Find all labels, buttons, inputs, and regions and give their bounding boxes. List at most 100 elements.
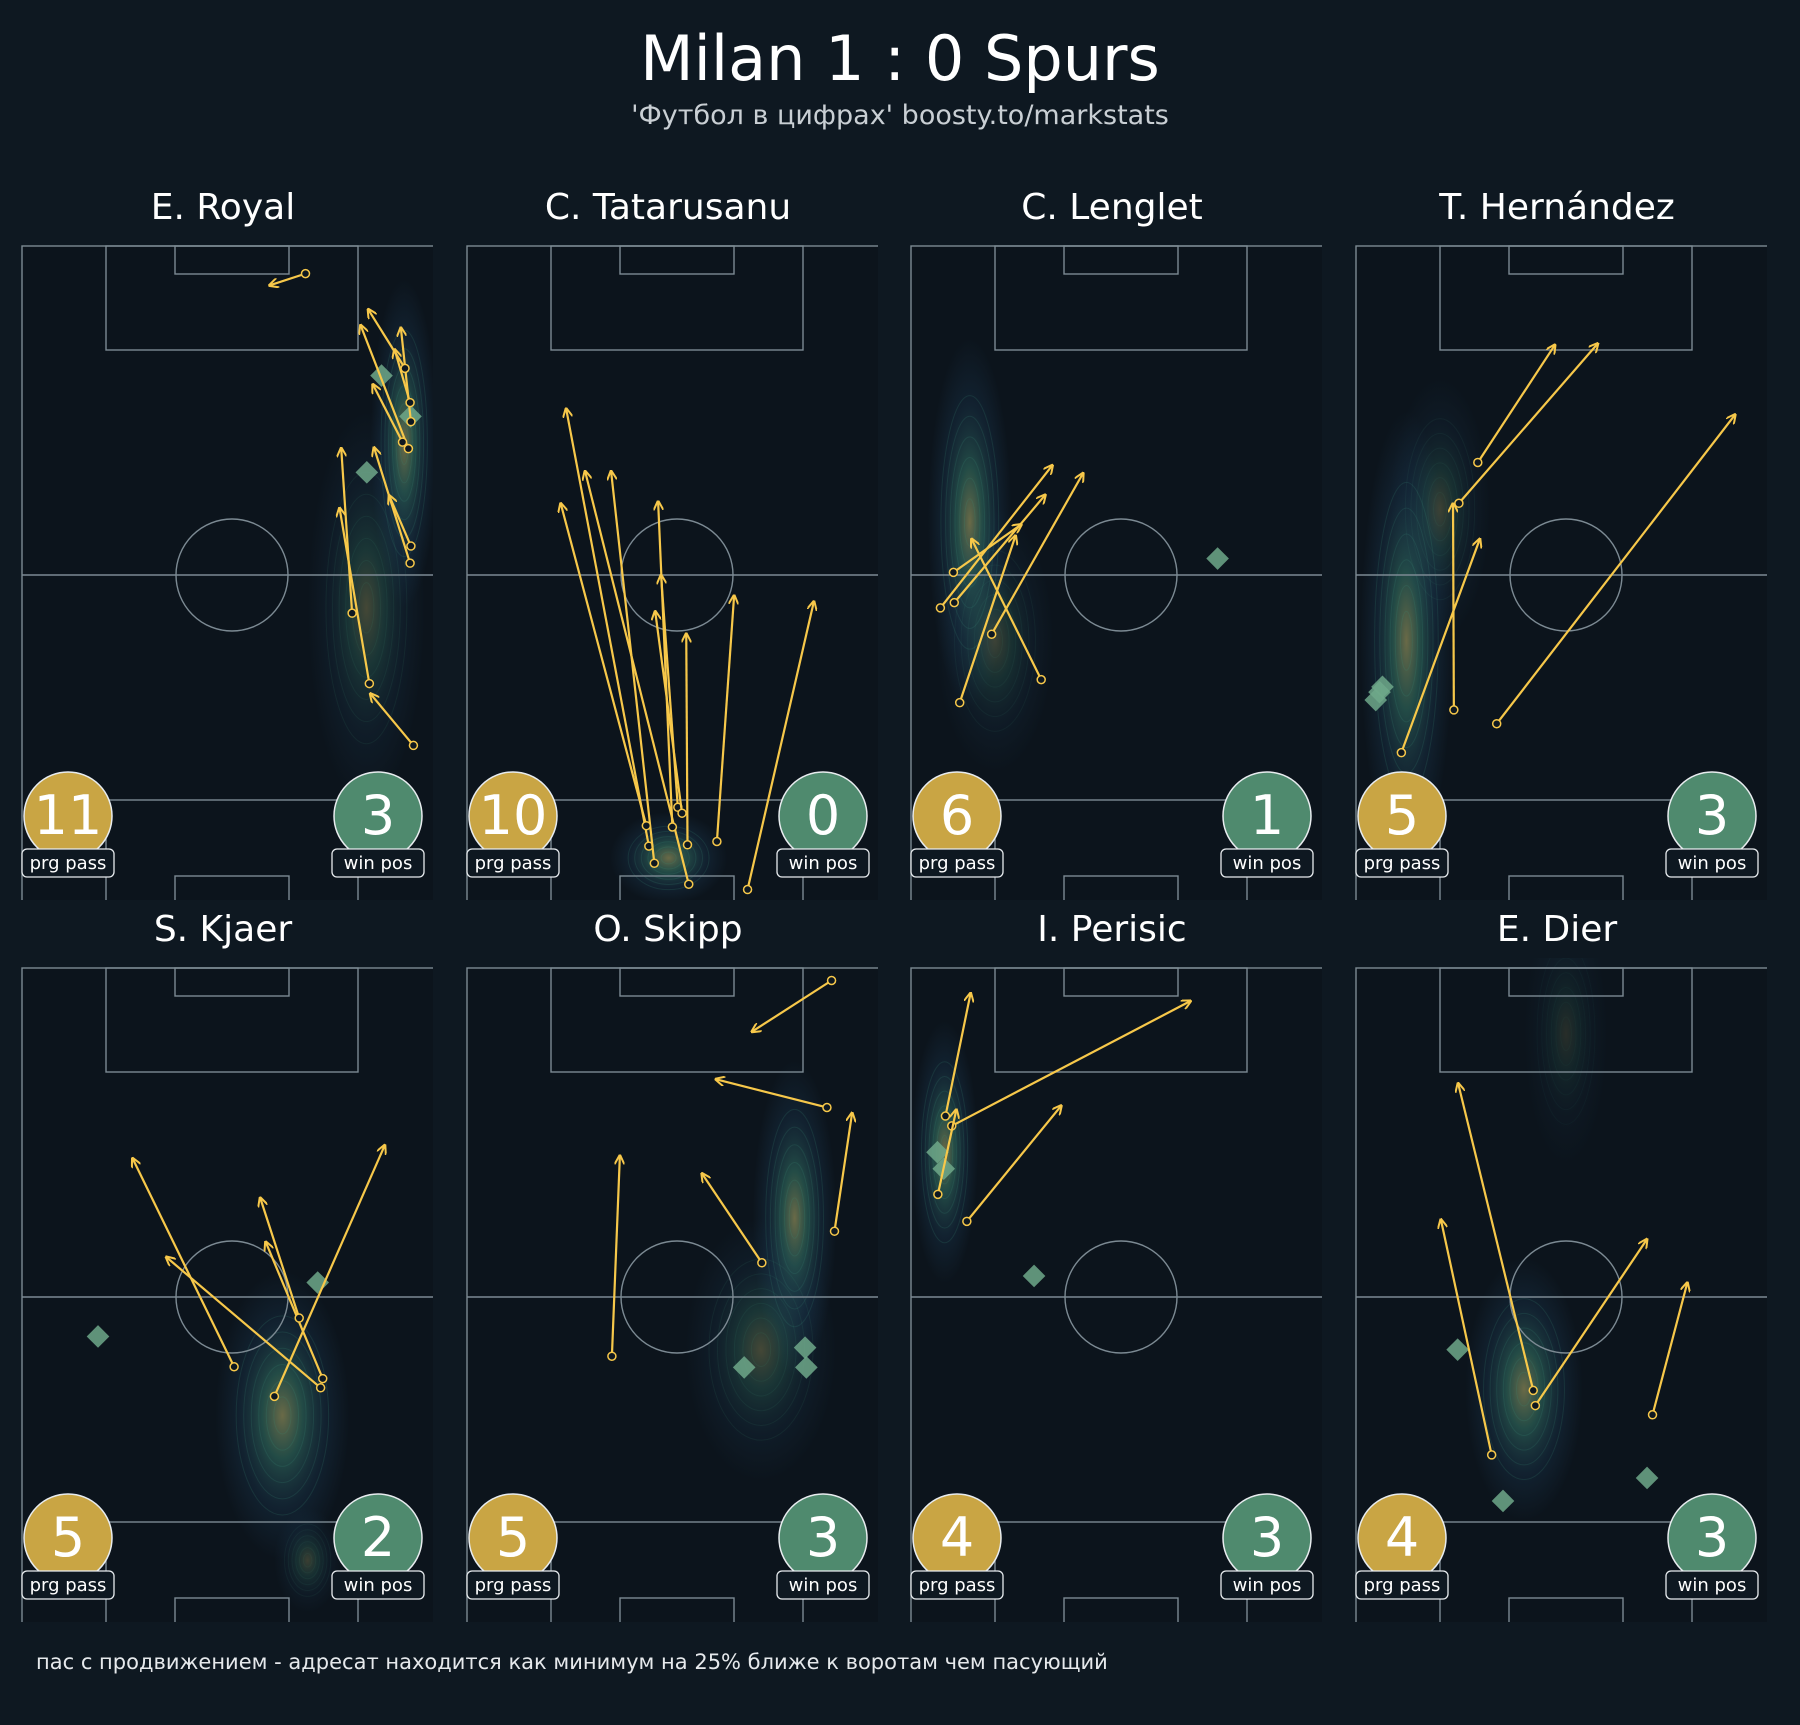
pass-origin-marker — [933, 1189, 943, 1200]
player-name: I. Perisic — [1037, 909, 1187, 950]
density-contour — [1483, 1298, 1565, 1481]
density-contour — [647, 841, 690, 875]
player-panel: S. Kjaer 5 prg pass 2 win pos — [13, 902, 433, 1622]
prg-pass-badge-label-box — [466, 848, 560, 878]
pass-origin-marker — [822, 1102, 832, 1113]
pass-arrow — [389, 495, 412, 547]
density-contour — [235, 1315, 330, 1516]
pass-origin-marker — [317, 1373, 328, 1384]
win-pos-badge-value: 2 — [361, 1506, 395, 1569]
goal-area-top — [619, 245, 735, 275]
win-pos-badge-value: 3 — [1250, 1506, 1284, 1569]
pitch: 5 prg pass 3 win pos — [466, 967, 878, 1622]
win-position-marker — [1022, 1264, 1046, 1288]
win-position-marker — [1635, 1466, 1659, 1490]
pass-arrow — [561, 503, 648, 826]
pass-origin-marker — [1449, 705, 1459, 715]
win-pos-badge-label-box — [1220, 848, 1314, 878]
goal-area-top — [174, 967, 290, 997]
pass-origin-marker — [300, 268, 311, 279]
pass-origin-marker — [397, 437, 408, 447]
pass-origin-marker — [229, 1361, 239, 1372]
win-pos-badge-label: win pos — [1678, 1575, 1747, 1596]
win-position-marker — [1368, 680, 1391, 704]
pass-origin-marker — [757, 1258, 767, 1268]
density-blob — [1389, 377, 1491, 641]
pass-origin-marker — [406, 541, 416, 551]
prg-pass-badge-value: 6 — [940, 784, 974, 847]
pass-origin-marker — [667, 822, 678, 832]
density-contour — [287, 1529, 328, 1592]
win-pos-badge-label: win pos — [789, 853, 858, 874]
density-contour — [1416, 447, 1464, 571]
prg-pass-badge-label-box — [21, 1570, 115, 1600]
win-pos-badge-label: win pos — [1678, 853, 1747, 874]
prg-pass-badge-label: prg pass — [30, 1575, 107, 1596]
win-pos-badge-value: 1 — [1250, 784, 1284, 847]
pass-arrow — [702, 1173, 763, 1264]
player-name: O. Skipp — [593, 909, 743, 950]
density-contour — [660, 851, 677, 865]
density-contour — [750, 1332, 772, 1367]
pass-arrow — [1441, 1219, 1493, 1456]
pass-arrow — [266, 1242, 324, 1380]
pass-origin-marker — [269, 1391, 280, 1402]
pass-arrow — [610, 1156, 620, 1357]
win-position-marker — [795, 1356, 818, 1379]
pass-origin-marker — [949, 597, 960, 608]
density-contour — [1489, 1312, 1559, 1466]
player-name: T. Hernández — [1439, 187, 1675, 228]
density-contour — [243, 1331, 322, 1500]
pass-arrow — [951, 1001, 1191, 1127]
density-contour — [1541, 958, 1591, 1111]
win-pos-badge-label-box — [331, 1570, 425, 1600]
pitch: 5 prg pass 2 win pos — [21, 967, 433, 1622]
density-contour — [1433, 491, 1447, 527]
footnote: пас с продвижением - адресат находится к… — [36, 1650, 1108, 1674]
chart-subtitle: 'Футбол в цифрах' boosty.to/markstats — [631, 100, 1169, 131]
pass-origin-marker — [294, 1313, 304, 1323]
density-contour — [358, 582, 375, 634]
center-circle — [175, 518, 289, 632]
win-pos-badge-value: 3 — [1695, 1506, 1729, 1569]
pass-arrow — [340, 508, 371, 684]
pass-arrow — [395, 349, 412, 403]
win-position-marker — [306, 1271, 329, 1294]
pitch: 4 prg pass 3 win pos — [1355, 958, 1767, 1622]
pitch: 6 prg pass 1 win pos — [910, 245, 1322, 900]
pitch: 4 prg pass 3 win pos — [910, 967, 1322, 1622]
prg-pass-badge-label: prg pass — [475, 853, 552, 874]
win-pos-badge-label: win pos — [344, 1575, 413, 1596]
pass-arrow — [1453, 503, 1454, 710]
pass-arrow — [966, 1106, 1062, 1223]
goal-area-bottom — [1063, 1597, 1179, 1622]
pass-arrow — [611, 471, 656, 864]
pass-arrow — [944, 993, 970, 1117]
prg-pass-badge-value: 5 — [51, 1506, 85, 1569]
pass-origin-marker — [347, 608, 357, 618]
win-pos-badge: 3 win pos — [1220, 1493, 1314, 1600]
pass-origin-marker — [1396, 747, 1407, 758]
prg-pass-badge-label-box — [910, 848, 1004, 878]
pass-origin-marker — [1530, 1400, 1541, 1411]
goal-area-bottom — [1508, 875, 1624, 900]
pass-origin-marker — [607, 1351, 617, 1361]
prg-pass-badge: 11 prg pass — [21, 771, 115, 878]
goal-area-top — [174, 245, 290, 275]
density-contour — [742, 1317, 780, 1382]
density-blob — [936, 509, 1054, 773]
density-contour — [1536, 958, 1596, 1125]
density-contour — [291, 1535, 324, 1586]
goal-area-bottom — [174, 1597, 290, 1622]
density-contour — [338, 515, 395, 700]
pass-origin-marker — [403, 443, 414, 454]
prg-pass-badge-value: 5 — [496, 1506, 530, 1569]
pass-origin-marker — [935, 603, 946, 613]
win-position-marker — [793, 1336, 817, 1359]
win-pos-badge: 3 win pos — [1665, 771, 1759, 878]
density-contour — [1502, 1342, 1546, 1436]
win-pos-badge-value: 0 — [806, 784, 840, 847]
player-panel: E. Royal 11 prg pass 3 win pos — [13, 180, 433, 900]
win-pos-badge-value: 3 — [361, 784, 395, 847]
win-pos-badge: 3 win pos — [1665, 1493, 1759, 1600]
